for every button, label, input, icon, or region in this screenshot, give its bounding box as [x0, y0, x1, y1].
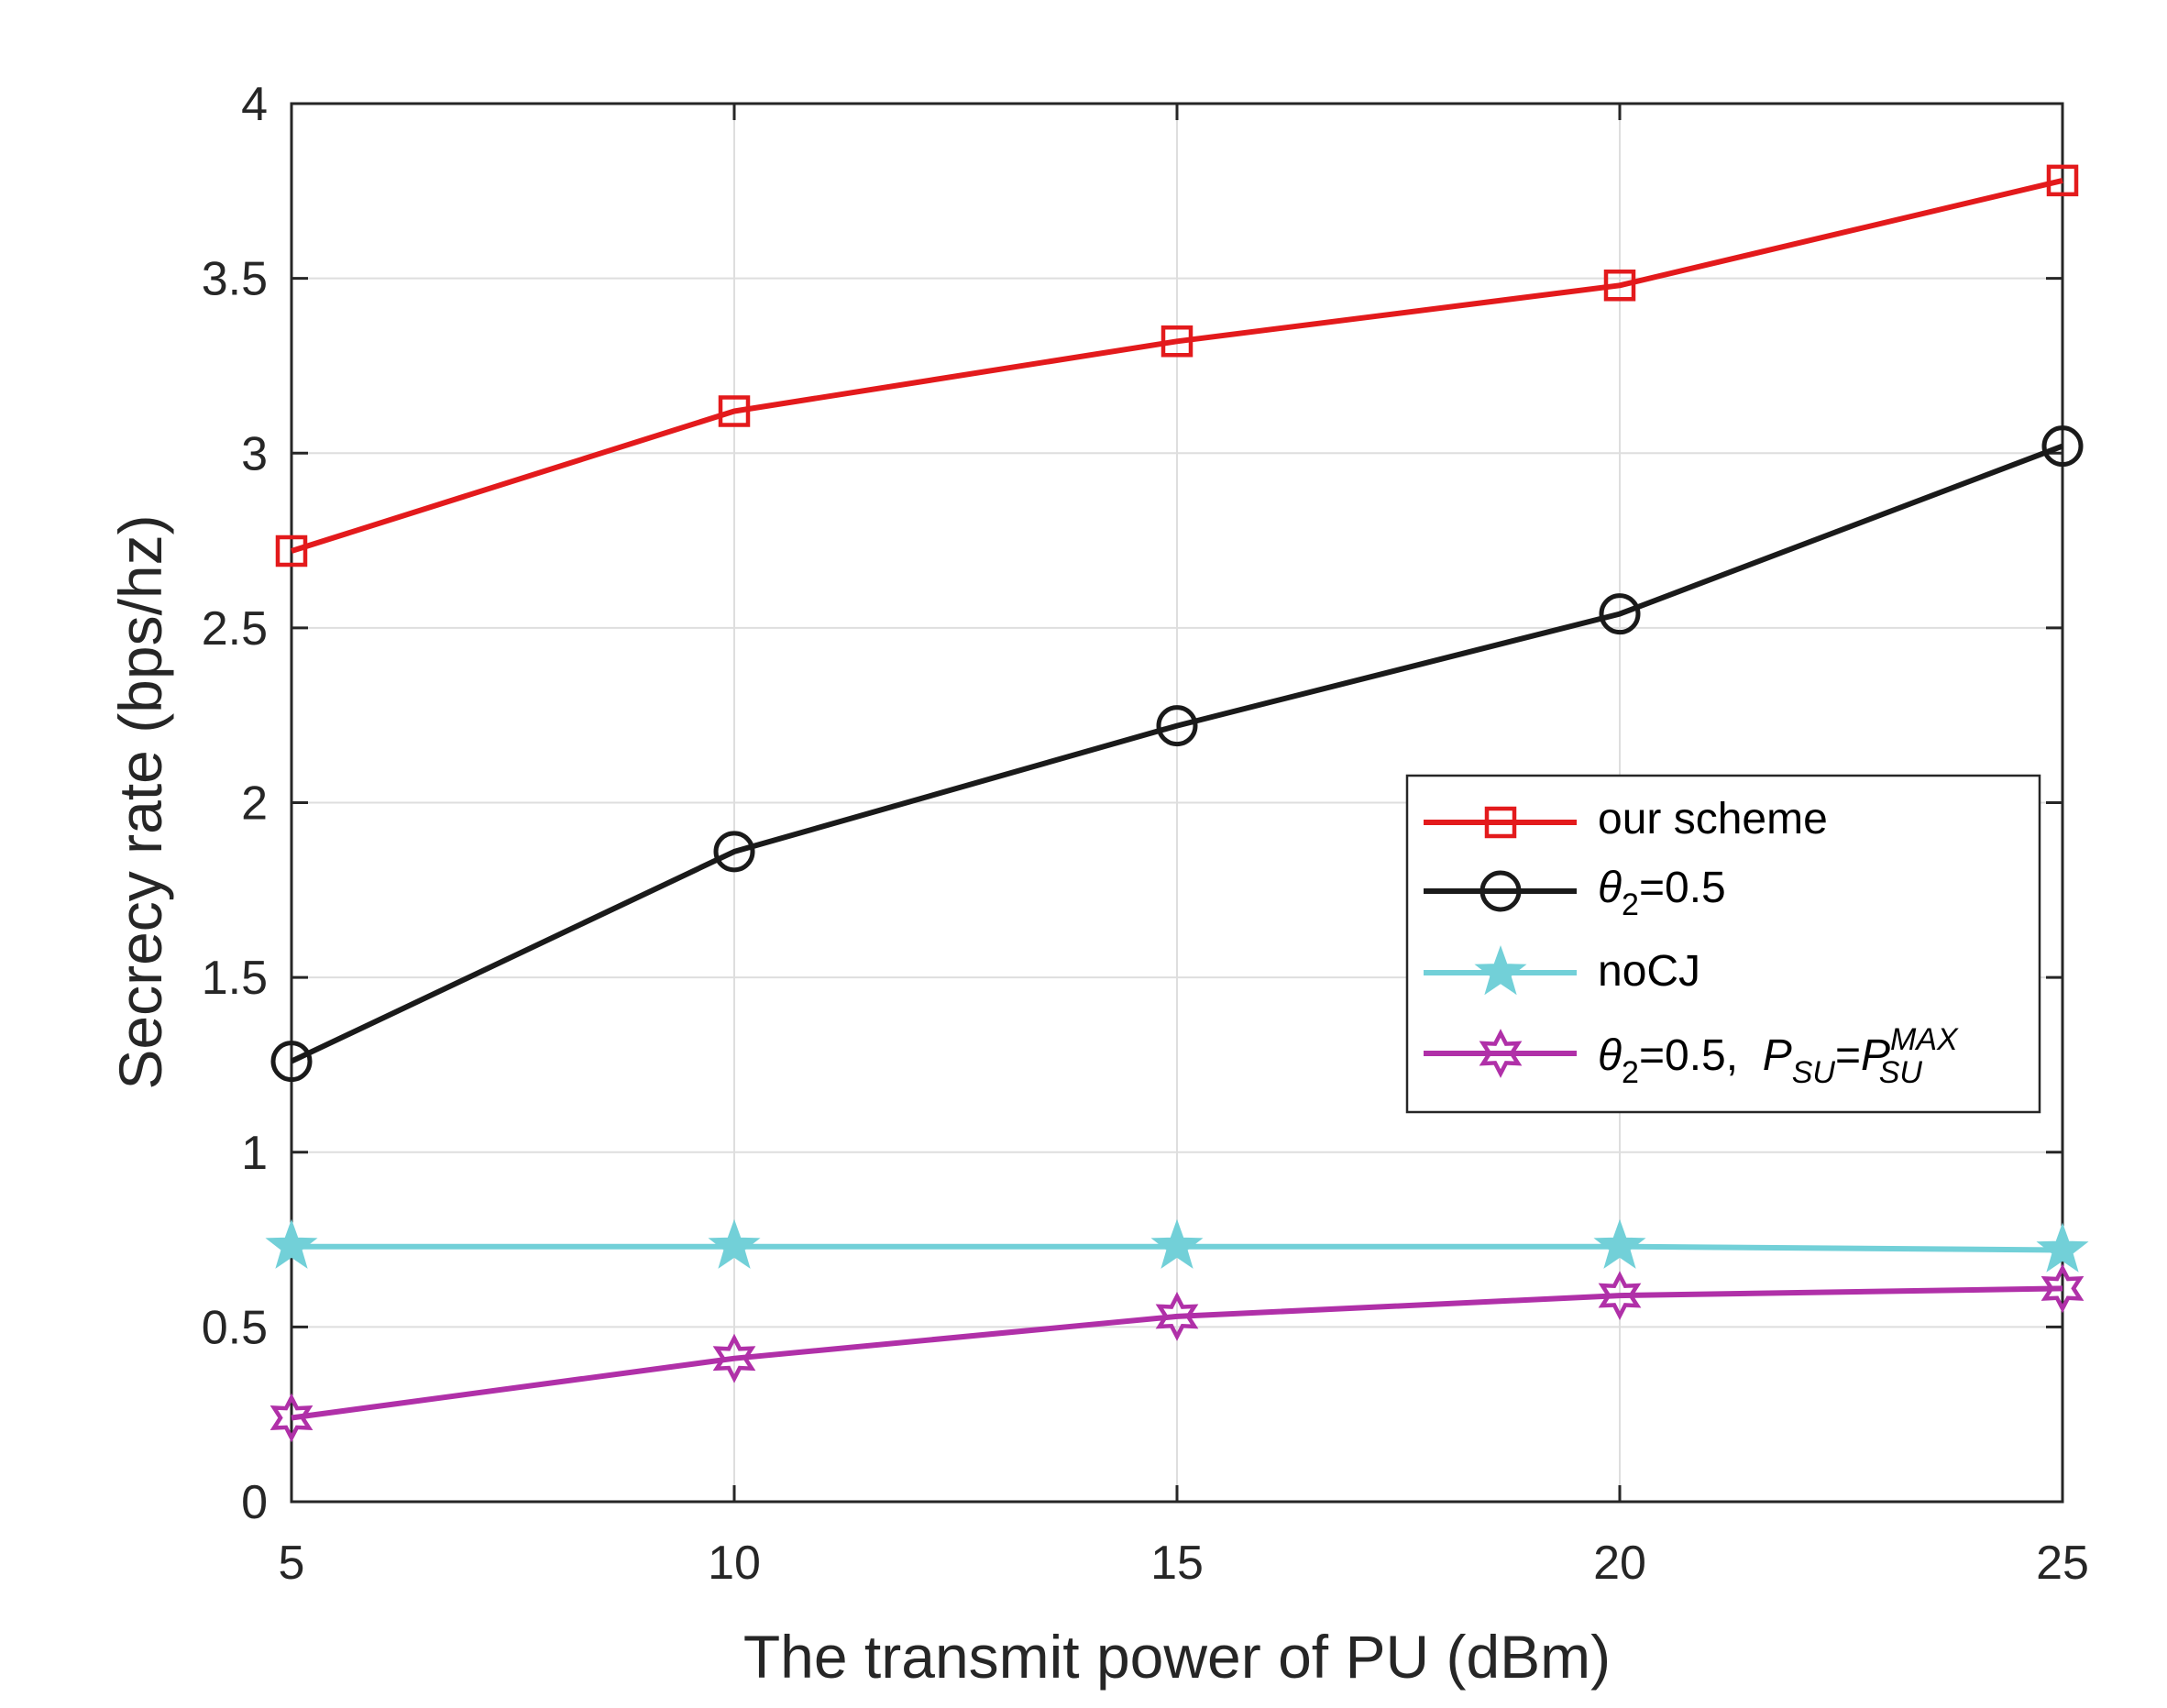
data-point	[2041, 425, 2084, 468]
x-tick-label: 20	[1593, 1537, 1646, 1590]
data-point	[1160, 325, 1194, 358]
x-tick-label: 15	[1150, 1537, 1204, 1590]
y-tick-label: 4	[241, 78, 268, 131]
legend: our scheme θ2=0.5 noCJ θ2=0.5, PSU=PMAX S…	[1405, 774, 2041, 1114]
legend-marker-sample	[1474, 945, 1527, 996]
data-point	[718, 395, 751, 427]
series-1	[270, 425, 2084, 1083]
x-tick-label: 10	[708, 1537, 761, 1590]
theta-subscript: 2	[1622, 1055, 1639, 1090]
x-tick-label: 25	[2036, 1537, 2089, 1590]
data-point	[1603, 270, 1636, 302]
legend-label-theta2: θ2=0.5	[1598, 864, 1726, 922]
data-point	[2036, 1222, 2089, 1273]
x-tick-label: 5	[279, 1537, 305, 1590]
data-point	[2040, 1263, 2084, 1314]
theta-subscript: 2	[1622, 887, 1639, 922]
theta-symbol: θ	[1598, 1031, 1622, 1080]
series-3	[270, 1263, 2084, 1443]
data-point	[712, 1333, 756, 1383]
data-point	[1156, 705, 1198, 747]
theta-value: =0.5	[1639, 864, 1726, 912]
series-line	[291, 177, 2063, 554]
y-tick-label: 1	[241, 1127, 268, 1180]
equals-sign: =	[1835, 1031, 1861, 1080]
data-point	[708, 1218, 761, 1269]
series-0	[275, 164, 2079, 567]
y-tick-label: 1.5	[202, 952, 268, 1005]
y-tick-label: 2.5	[202, 602, 268, 656]
data-point	[1599, 593, 1641, 635]
legend-marker-sample	[1484, 806, 1517, 839]
pmax-subscript: SU	[1879, 1055, 1923, 1090]
legend-label-theta2-psu-max: θ2=0.5, PSU=PMAX SU	[1598, 1022, 1959, 1090]
data-point	[2046, 164, 2079, 197]
y-tick-label: 3.5	[202, 253, 268, 306]
y-tick-label: 2	[241, 777, 268, 831]
y-tick-label: 0	[241, 1476, 268, 1529]
legend-label-our-scheme: our scheme	[1598, 795, 1828, 843]
data-point	[1598, 1271, 1642, 1320]
theta-value: =0.5,	[1639, 1031, 1763, 1080]
data-point	[275, 534, 308, 567]
p-symbol: P	[1763, 1031, 1792, 1080]
theta-symbol: θ	[1598, 864, 1622, 912]
series-2	[265, 1218, 2089, 1273]
series-line	[290, 443, 2064, 1064]
y-tick-label: 0.5	[202, 1301, 268, 1354]
pmax-superscript: MAX	[1890, 1022, 1959, 1057]
data-point	[1150, 1218, 1204, 1269]
data-point	[270, 1041, 313, 1083]
series-line	[291, 1285, 2063, 1421]
legend-label-nocj: noCJ	[1598, 947, 1700, 996]
y-tick-label: 3	[241, 427, 268, 480]
ticks: 5 10 15 20 25 0 0.5 1 1.5 2 2.5 3 3.5 4	[202, 78, 2089, 1590]
data-point	[270, 1393, 314, 1443]
series-group	[265, 164, 2089, 1443]
data-point	[265, 1218, 318, 1269]
y-axis-title: Secrecy rate (bps/hz)	[106, 514, 174, 1089]
data-point	[1155, 1292, 1199, 1341]
legend-samples	[1424, 806, 1577, 1078]
p-subscript: SU	[1792, 1055, 1836, 1090]
legend-marker-sample	[1480, 870, 1522, 912]
x-axis-title: The transmit power of PU (dBm)	[743, 1623, 1611, 1691]
legend-marker-sample	[1479, 1029, 1523, 1078]
data-point	[1593, 1218, 1646, 1269]
data-point	[713, 831, 755, 873]
pmax-symbol: P	[1861, 1031, 1890, 1080]
